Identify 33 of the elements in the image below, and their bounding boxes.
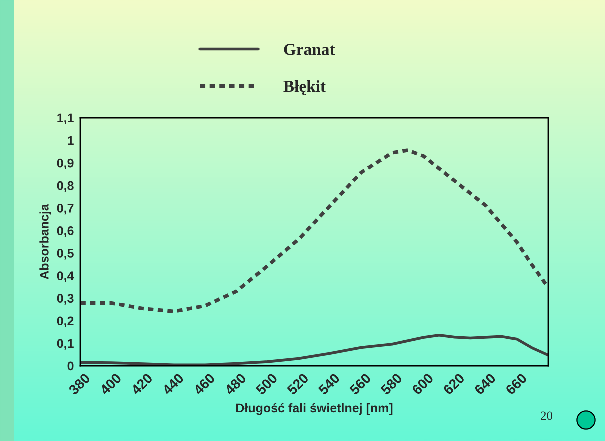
x-tick-label: 660 (505, 372, 528, 396)
x-tick-label: 540 (318, 372, 341, 396)
x-tick-label: 480 (224, 372, 247, 396)
line-series (80, 148, 548, 314)
x-tick-label: 500 (255, 372, 278, 396)
y-tick-label: 0,8 (57, 181, 74, 192)
y-tick-label: 0,4 (57, 272, 74, 282)
x-tick-label: 440 (162, 372, 185, 396)
y-tick-label: 0,9 (57, 158, 74, 170)
y-tick-label: 0 (68, 362, 74, 371)
x-tick-label: 600 (412, 372, 434, 396)
y-tick-label: 0,1 (57, 339, 74, 350)
y-tick-label: 0,7 (57, 204, 74, 215)
x-tick-label: 620 (442, 372, 466, 396)
y-tick-label: 0,6 (57, 226, 74, 238)
x-tick-label: 560 (349, 372, 372, 396)
y-tick-label: 0,5 (57, 249, 74, 260)
x-tick-label: 380 (68, 372, 91, 396)
x-axis-title: Długość fali świetlnej [nm] (236, 403, 393, 416)
legend-label: Granat (284, 44, 336, 56)
x-tick-label: 520 (286, 372, 310, 396)
y-axis-title: Absorbancja (40, 204, 52, 280)
x-tick-label: 460 (192, 372, 216, 396)
x-tick-label: 400 (99, 372, 122, 396)
x-tick-label: 420 (130, 372, 154, 396)
y-tick-label: 0,3 (57, 294, 74, 305)
legend-label: Błękit (284, 80, 326, 96)
y-tick-label: 1,1 (58, 114, 74, 124)
x-tick-label: 580 (380, 372, 403, 396)
x-tick-label: 640 (474, 372, 497, 396)
text: 20 (541, 412, 553, 420)
y-tick-label: 1 (68, 136, 74, 146)
y-tick-label: 0,2 (57, 316, 74, 328)
